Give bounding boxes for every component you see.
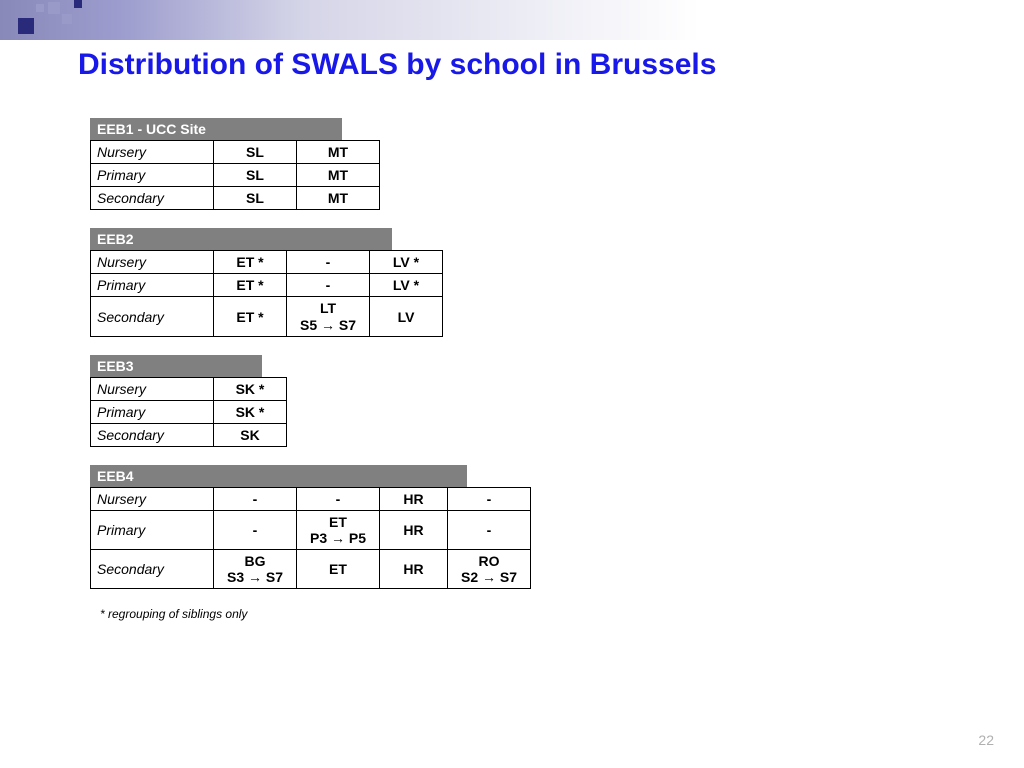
table-row: NurserySK * <box>91 377 287 400</box>
row-label: Nursery <box>91 141 214 164</box>
table-header: EEB3 <box>90 355 262 377</box>
table-header: EEB2 <box>90 228 392 250</box>
header-gradient <box>0 0 1024 40</box>
row-label: Primary <box>91 274 214 297</box>
row-label: Secondary <box>91 297 214 336</box>
table-row: PrimarySK * <box>91 400 287 423</box>
table-cell: ROS2 → S7 <box>448 550 531 589</box>
table-cell: SL <box>214 187 297 210</box>
row-label: Secondary <box>91 550 214 589</box>
table-row: PrimaryET *-LV * <box>91 274 443 297</box>
table-cell: SK * <box>214 400 287 423</box>
table-cell: - <box>448 511 531 550</box>
table-cell: HR <box>380 487 448 510</box>
table-block: EEB4Nursery--HR-Primary-ETP3 → P5HR-Seco… <box>90 465 531 589</box>
slide-title: Distribution of SWALS by school in Bruss… <box>78 48 716 82</box>
row-label: Secondary <box>91 423 214 446</box>
table-block: EEB3NurserySK *PrimarySK *SecondarySK <box>90 355 531 447</box>
table-cell: ET * <box>214 274 287 297</box>
table-cell: ET * <box>214 251 287 274</box>
table-row: NurseryET *-LV * <box>91 251 443 274</box>
table-header: EEB1 - UCC Site <box>90 118 342 140</box>
decor-square <box>48 2 60 14</box>
table-cell: MT <box>297 187 380 210</box>
table-cell: - <box>214 511 297 550</box>
row-label: Primary <box>91 164 214 187</box>
data-table: NurserySLMTPrimarySLMTSecondarySLMT <box>90 140 380 210</box>
row-label: Primary <box>91 400 214 423</box>
table-row: PrimarySLMT <box>91 164 380 187</box>
page-number: 22 <box>978 732 994 748</box>
table-cell: LV * <box>370 251 443 274</box>
table-cell: MT <box>297 141 380 164</box>
table-cell: SL <box>214 164 297 187</box>
table-cell: MT <box>297 164 380 187</box>
table-cell: BGS3 → S7 <box>214 550 297 589</box>
table-row: SecondarySLMT <box>91 187 380 210</box>
table-cell: - <box>287 274 370 297</box>
table-row: SecondaryET *LTS5 → S7LV <box>91 297 443 336</box>
data-table: Nursery--HR-Primary-ETP3 → P5HR-Secondar… <box>90 487 531 589</box>
table-row: Primary-ETP3 → P5HR- <box>91 511 531 550</box>
table-cell: ET * <box>214 297 287 336</box>
table-row: SecondarySK <box>91 423 287 446</box>
footnote: * regrouping of siblings only <box>100 607 531 621</box>
data-table: NurserySK *PrimarySK *SecondarySK <box>90 377 287 447</box>
table-cell: - <box>214 487 297 510</box>
table-row: Nursery--HR- <box>91 487 531 510</box>
table-cell: SL <box>214 141 297 164</box>
table-row: SecondaryBGS3 → S7ETHRROS2 → S7 <box>91 550 531 589</box>
data-table: NurseryET *-LV *PrimaryET *-LV *Secondar… <box>90 250 443 336</box>
row-label: Primary <box>91 511 214 550</box>
table-cell: HR <box>380 550 448 589</box>
row-label: Nursery <box>91 487 214 510</box>
decor-square <box>18 18 34 34</box>
row-label: Secondary <box>91 187 214 210</box>
row-label: Nursery <box>91 251 214 274</box>
table-row: NurserySLMT <box>91 141 380 164</box>
table-cell: LV * <box>370 274 443 297</box>
row-label: Nursery <box>91 377 214 400</box>
table-header: EEB4 <box>90 465 467 487</box>
table-cell: SK <box>214 423 287 446</box>
table-cell: ET <box>297 550 380 589</box>
table-cell: HR <box>380 511 448 550</box>
table-cell: LV <box>370 297 443 336</box>
table-cell: ETP3 → P5 <box>297 511 380 550</box>
decor-square <box>74 0 82 8</box>
decor-square <box>36 4 44 12</box>
table-cell: - <box>297 487 380 510</box>
table-cell: LTS5 → S7 <box>287 297 370 336</box>
table-block: EEB1 - UCC SiteNurserySLMTPrimarySLMTSec… <box>90 118 531 210</box>
content-area: EEB1 - UCC SiteNurserySLMTPrimarySLMTSec… <box>90 118 531 621</box>
decor-square <box>62 14 72 24</box>
table-cell: SK * <box>214 377 287 400</box>
table-cell: - <box>287 251 370 274</box>
table-block: EEB2NurseryET *-LV *PrimaryET *-LV *Seco… <box>90 228 531 336</box>
table-cell: - <box>448 487 531 510</box>
